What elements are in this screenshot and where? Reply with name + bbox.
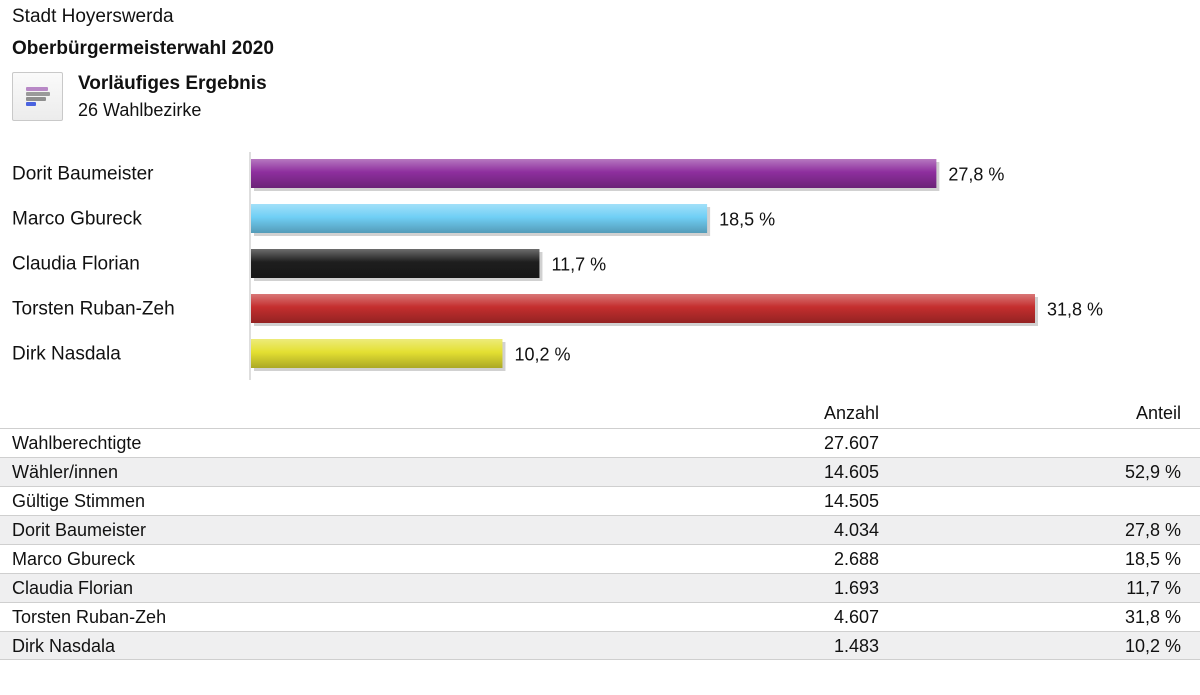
city-name: Stadt Hoyerswerda xyxy=(12,6,174,27)
row-anteil: 31,8 % xyxy=(1124,607,1181,627)
table-row: Torsten Ruban-Zeh 4.607 31,8 % xyxy=(0,602,1200,631)
row-label: Wahlberechtigte xyxy=(12,433,142,453)
table-row: Claudia Florian 1.693 11,7 % xyxy=(0,573,1200,602)
row-anteil: 52,9 % xyxy=(1124,462,1181,482)
bar xyxy=(251,339,503,368)
row-label: Wähler/innen xyxy=(12,462,119,482)
row-anzahl: 27.607 xyxy=(823,433,879,453)
bar-category-label: Dirk Nasdala xyxy=(12,344,121,365)
table-row: Dirk Nasdala 1.483 10,2 % xyxy=(0,631,1200,660)
row-label: Torsten Ruban-Zeh xyxy=(12,607,167,627)
bar-value-label: 31,8 % xyxy=(1047,300,1103,320)
bar-chart: Dorit Baumeister 27,8 % Marco Gbureck 18,5 … xyxy=(12,152,1103,380)
bar-chart-icon xyxy=(12,72,63,121)
table-header: Anzahl Anteil xyxy=(0,400,1200,428)
result-title: Vorläufiges Ergebnis xyxy=(78,73,267,94)
bar-value-label: 27,8 % xyxy=(948,165,1004,185)
table-row: Wahlberechtigte 27.607 xyxy=(0,428,1200,457)
bar xyxy=(251,204,708,233)
bar-category-label: Torsten Ruban-Zeh xyxy=(12,299,175,320)
row-anzahl: 14.505 xyxy=(823,491,879,511)
table-row: Dorit Baumeister 4.034 27,8 % xyxy=(0,515,1200,544)
row-anzahl: 1.483 xyxy=(833,636,879,656)
bar-value-label: 18,5 % xyxy=(719,210,775,230)
row-anteil: 11,7 % xyxy=(1126,578,1181,598)
bar-category-label: Dorit Baumeister xyxy=(12,164,154,185)
bar-value-label: 11,7 % xyxy=(551,255,606,275)
table-row: Gültige Stimmen 14.505 xyxy=(0,486,1200,515)
bar xyxy=(251,159,937,188)
header-anteil: Anteil xyxy=(1135,403,1181,423)
row-label: Gültige Stimmen xyxy=(12,491,146,511)
row-label: Dorit Baumeister xyxy=(12,520,147,540)
header-anzahl: Anzahl xyxy=(823,403,879,423)
table-row: Marco Gbureck 2.688 18,5 % xyxy=(0,544,1200,573)
row-anteil: 27,8 % xyxy=(1124,520,1181,540)
bar xyxy=(251,294,1035,323)
results-table: Anzahl Anteil Wahlberechtigte 27.607 Wäh… xyxy=(0,400,1200,660)
row-label: Dirk Nasdala xyxy=(12,636,116,656)
bar-category-label: Claudia Florian xyxy=(12,254,140,275)
result-subtitle: 26 Wahlbezirke xyxy=(78,100,202,120)
row-anteil: 10,2 % xyxy=(1124,636,1181,656)
row-anzahl: 1.693 xyxy=(833,578,879,598)
row-anzahl: 14.605 xyxy=(823,462,879,482)
row-anzahl: 2.688 xyxy=(833,549,879,569)
election-title: Oberbürgermeisterwahl 2020 xyxy=(12,38,274,59)
row-anzahl: 4.034 xyxy=(833,520,879,540)
row-label: Claudia Florian xyxy=(12,578,134,598)
bar-category-label: Marco Gbureck xyxy=(12,209,142,230)
bar-value-label: 10,2 % xyxy=(514,345,570,365)
bar xyxy=(251,249,540,278)
table-row: Wähler/innen 14.605 52,9 % xyxy=(0,457,1200,486)
row-anzahl: 4.607 xyxy=(833,607,879,627)
row-anteil: 18,5 % xyxy=(1124,549,1181,569)
row-label: Marco Gbureck xyxy=(12,549,136,569)
